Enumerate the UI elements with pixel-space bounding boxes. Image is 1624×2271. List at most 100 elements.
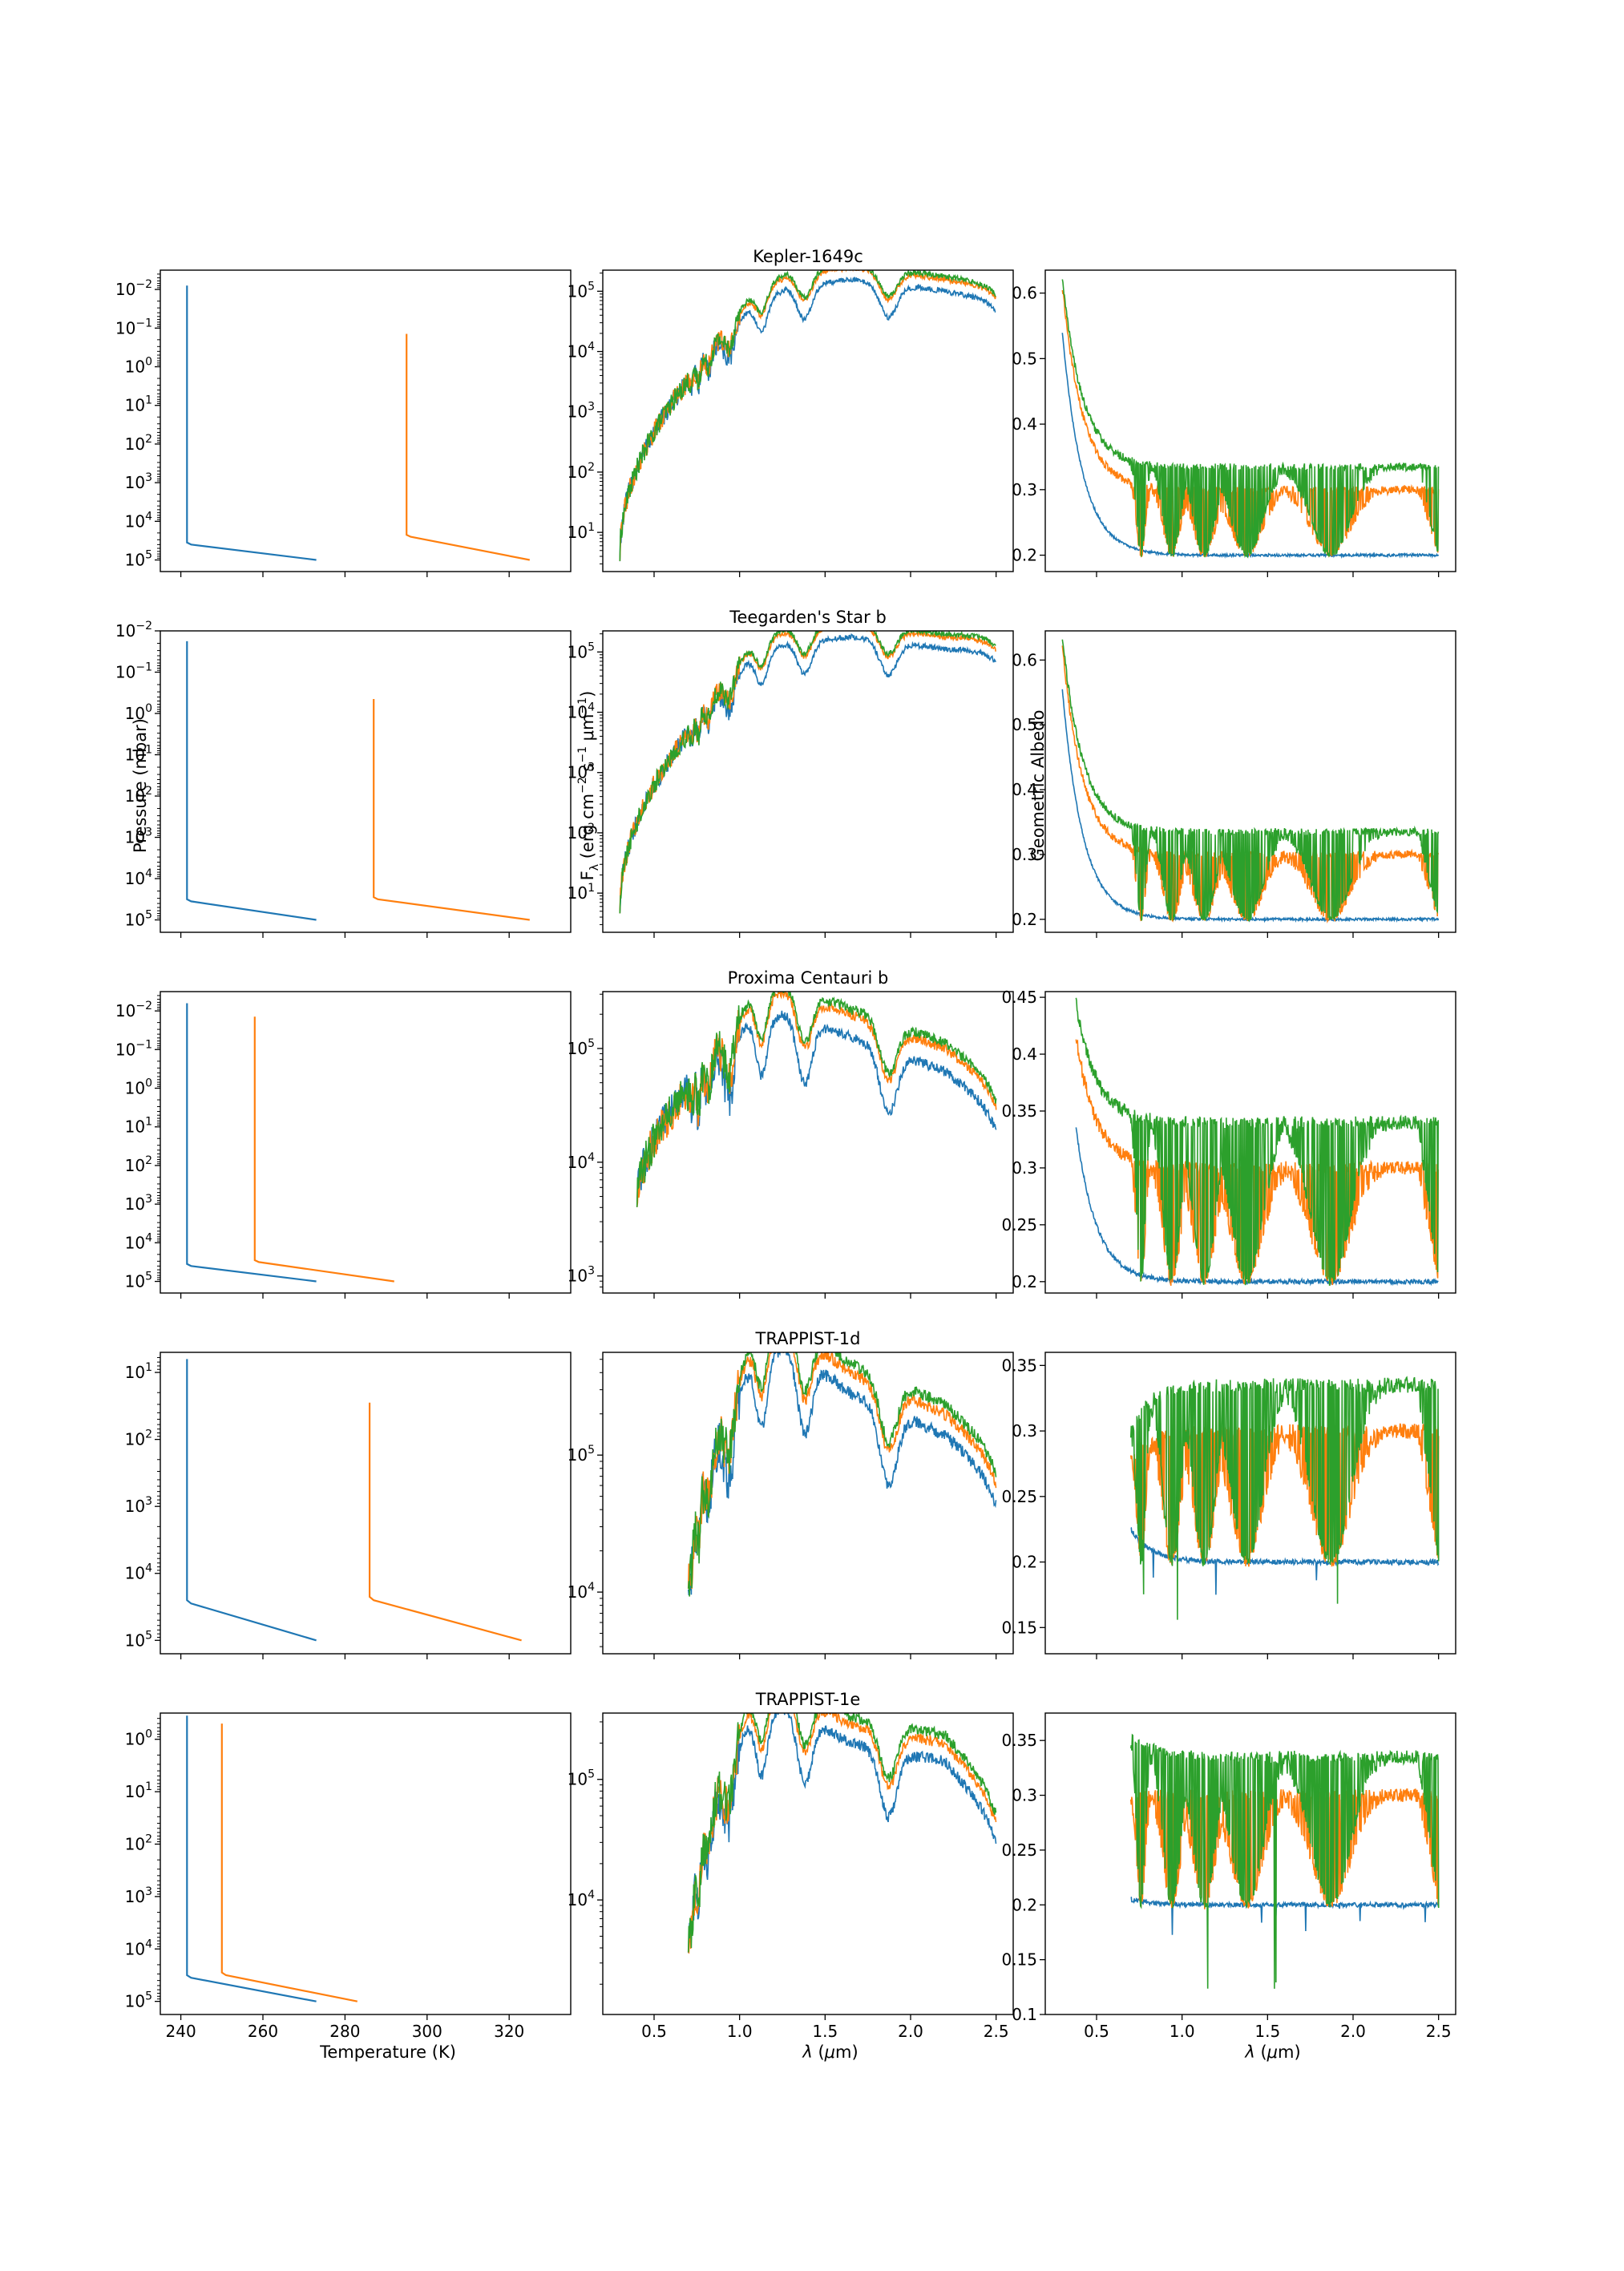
y-tick-label: 0.3 bbox=[1012, 1158, 1037, 1178]
y-tick-label: 101 bbox=[125, 1361, 152, 1382]
y-tick-label: 101 bbox=[125, 1780, 152, 1801]
x-tick-label: 1.5 bbox=[812, 2022, 838, 2041]
y-tick-label: 104 bbox=[125, 1231, 152, 1252]
axes-frame bbox=[1044, 630, 1456, 933]
x-tick-label: 260 bbox=[248, 2022, 278, 2041]
x-tick-label: 240 bbox=[166, 2022, 196, 2041]
temperature-profile-orange bbox=[373, 699, 530, 921]
flux-spectrum-blue bbox=[619, 277, 996, 562]
panel-title: Proxima Centauri b bbox=[728, 968, 889, 988]
y-tick-label: 0.2 bbox=[1012, 1553, 1037, 1572]
flux-spectrum-green bbox=[619, 631, 996, 914]
temperature-profile-orange bbox=[220, 1723, 358, 2002]
y-tick-label: 101 bbox=[568, 521, 595, 542]
y-tick-label: 0.35 bbox=[1001, 1731, 1037, 1750]
panel-r1-c2: 0.2 0.3 0.4 0.5 0.6 bbox=[1012, 630, 1456, 938]
albedo-spectrum-blue bbox=[1130, 1896, 1440, 1935]
albedo-spectrum-blue bbox=[1061, 333, 1440, 560]
y-tick-label: 104 bbox=[568, 1889, 595, 1909]
axes-frame bbox=[160, 1712, 572, 2015]
albedo-spectrum-blue bbox=[1130, 1527, 1440, 1595]
panel-r3-c0: 101 102 103 104 105 bbox=[125, 1352, 572, 1659]
y-tick-label: 100 bbox=[125, 1077, 152, 1098]
axes-frame bbox=[160, 991, 572, 1294]
panels: 10−2 10−1 100 101 102 103 104 105 Kepler-1649c 10… bbox=[115, 247, 1456, 2041]
y-tick-label: 105 bbox=[125, 549, 152, 570]
temperature-xlabel: Temperature (K) bbox=[319, 2043, 456, 2062]
y-tick-label: 105 bbox=[125, 909, 152, 930]
y-tick-label: 10−2 bbox=[115, 278, 152, 299]
y-tick-label: 105 bbox=[125, 1629, 152, 1650]
axes-frame bbox=[1044, 1712, 1456, 2015]
x-tick-label: 1.5 bbox=[1254, 2022, 1280, 2041]
y-tick-label: 0.6 bbox=[1012, 284, 1037, 303]
plot-area bbox=[186, 1003, 394, 1283]
albedo-spectrum-orange bbox=[1061, 645, 1440, 924]
y-tick-label: 104 bbox=[568, 1581, 595, 1602]
y-tick-label: 104 bbox=[125, 1562, 152, 1583]
y-tick-label: 105 bbox=[125, 1990, 152, 2011]
axes-frame bbox=[160, 269, 572, 572]
axes-frame bbox=[1044, 991, 1456, 1294]
y-tick-label: 102 bbox=[125, 1154, 152, 1175]
plot-area bbox=[186, 1359, 522, 1642]
y-tick-label: 0.25 bbox=[1001, 1215, 1037, 1235]
temperature-profile-blue bbox=[186, 640, 317, 921]
y-tick-label: 0.2 bbox=[1012, 910, 1037, 929]
flux-spectrum-blue bbox=[687, 1352, 997, 1596]
flux-spectrum-orange bbox=[619, 631, 996, 914]
pressure-ylabel: Pressure (mbar) bbox=[131, 718, 150, 853]
y-tick-label: 10−1 bbox=[115, 317, 152, 337]
panel-r3-c2: 0.15 0.2 0.25 0.3 0.35 bbox=[1001, 1352, 1456, 1659]
y-tick-label: 102 bbox=[125, 433, 152, 454]
temperature-profile-orange bbox=[406, 333, 531, 561]
temperature-profile-blue bbox=[186, 1715, 317, 2002]
panel-r2-c0: 10−2 10−1 100 101 102 103 104 105 bbox=[115, 991, 572, 1299]
x-tick-label: 0.5 bbox=[1084, 2022, 1109, 2041]
panel-r4-c2: 0.5 1.0 1.5 2.0 2.5 0.1 0.15 0.2 0.25 0.3 0.35 bbox=[1001, 1712, 1456, 2041]
y-tick-label: 10−2 bbox=[115, 1000, 152, 1020]
axes-frame bbox=[1044, 1352, 1456, 1655]
y-tick-label: 0.15 bbox=[1001, 1950, 1037, 1970]
y-tick-label: 105 bbox=[568, 1444, 595, 1465]
flux-spectrum-blue bbox=[687, 1713, 997, 1954]
panel-title: Kepler-1649c bbox=[753, 247, 863, 266]
albedo-spectrum-green bbox=[1061, 639, 1440, 922]
y-tick-label: 0.35 bbox=[1001, 1356, 1037, 1375]
y-tick-label: 100 bbox=[125, 1728, 152, 1749]
y-tick-label: 104 bbox=[568, 341, 595, 362]
y-tick-label: 0.3 bbox=[1012, 845, 1037, 864]
x-tick-label: 1.0 bbox=[1170, 2022, 1195, 2041]
x-tick-label: 0.5 bbox=[641, 2022, 667, 2041]
y-tick-label: 10−1 bbox=[115, 661, 152, 682]
y-tick-label: 102 bbox=[125, 1833, 152, 1853]
wavelength-xlabel-albedo: λ (μm) bbox=[1244, 2043, 1300, 2062]
axes-frame bbox=[160, 630, 572, 933]
flux-spectrum-blue bbox=[619, 633, 996, 914]
y-tick-label: 105 bbox=[568, 640, 595, 661]
x-tick-label: 1.0 bbox=[727, 2022, 753, 2041]
y-tick-label: 105 bbox=[125, 1271, 152, 1291]
axes-frame bbox=[602, 1712, 1014, 2015]
y-tick-label: 0.15 bbox=[1001, 1618, 1037, 1637]
y-tick-label: 0.5 bbox=[1012, 715, 1037, 734]
y-tick-label: 101 bbox=[125, 394, 152, 415]
panel-r0-c2: 0.2 0.3 0.4 0.5 0.6 bbox=[1012, 269, 1456, 577]
y-tick-label: 100 bbox=[125, 356, 152, 377]
axes-frame bbox=[602, 1352, 1014, 1655]
y-tick-label: 0.2 bbox=[1012, 1272, 1037, 1291]
y-tick-label: 10−2 bbox=[115, 620, 152, 640]
y-tick-label: 103 bbox=[125, 1193, 152, 1214]
y-tick-label: 0.3 bbox=[1012, 1786, 1037, 1805]
y-tick-label: 0.4 bbox=[1012, 1045, 1037, 1064]
flux-spectrum-green bbox=[636, 992, 997, 1207]
temperature-profile-orange bbox=[369, 1402, 522, 1642]
panel-title: TRAPPIST-1e bbox=[755, 1690, 861, 1709]
y-tick-label: 101 bbox=[568, 882, 595, 903]
panel-r3-c1: TRAPPIST-1d 104 105 bbox=[568, 1329, 1014, 1659]
plot-area bbox=[186, 285, 531, 561]
panel-r2-c1: Proxima Centauri b 103 104 105 bbox=[568, 968, 1014, 1299]
plot-area bbox=[619, 270, 996, 562]
